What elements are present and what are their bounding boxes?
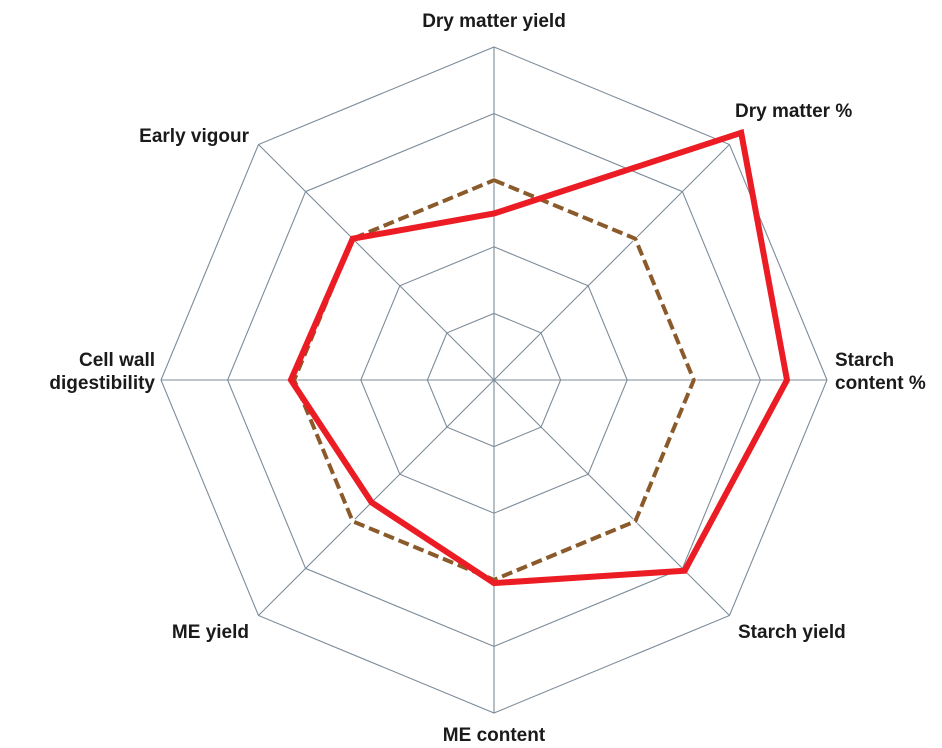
axis-label: Early vigour xyxy=(139,126,249,147)
axis-label-line: ME yield xyxy=(172,622,249,643)
axis-label-line: digestibility xyxy=(49,373,155,394)
axis-label-line: content % xyxy=(835,373,926,394)
grid-spoke xyxy=(493,379,730,616)
axis-label: Dry matter % xyxy=(735,101,852,122)
series-line-solid xyxy=(287,128,791,587)
axis-labels: Dry matter yield Dry matter % Starch conten… xyxy=(49,11,925,746)
radar-grid xyxy=(160,46,828,714)
axis-label: Starch yield xyxy=(738,622,846,643)
axis-label: Cell wall digestibility xyxy=(49,350,155,394)
axis-label-line: ME content xyxy=(443,725,546,746)
grid-spoke xyxy=(258,379,495,616)
axis-label-line: Starch xyxy=(835,350,894,371)
axis-label: ME yield xyxy=(172,622,249,643)
axis-label-line: Dry matter % xyxy=(735,101,852,122)
grid-spoke xyxy=(493,144,730,381)
axis-label: Dry matter yield xyxy=(422,11,566,32)
axis-label: ME content xyxy=(443,725,546,746)
radar-series xyxy=(287,128,791,587)
axis-label-line: Dry matter yield xyxy=(422,11,566,32)
axis-label-line: Starch yield xyxy=(738,622,846,643)
grid-spoke xyxy=(258,144,495,381)
axis-label: Starch content % xyxy=(835,350,926,394)
axis-label-line: Cell wall xyxy=(79,350,155,371)
axis-label-line: Early vigour xyxy=(139,126,249,147)
